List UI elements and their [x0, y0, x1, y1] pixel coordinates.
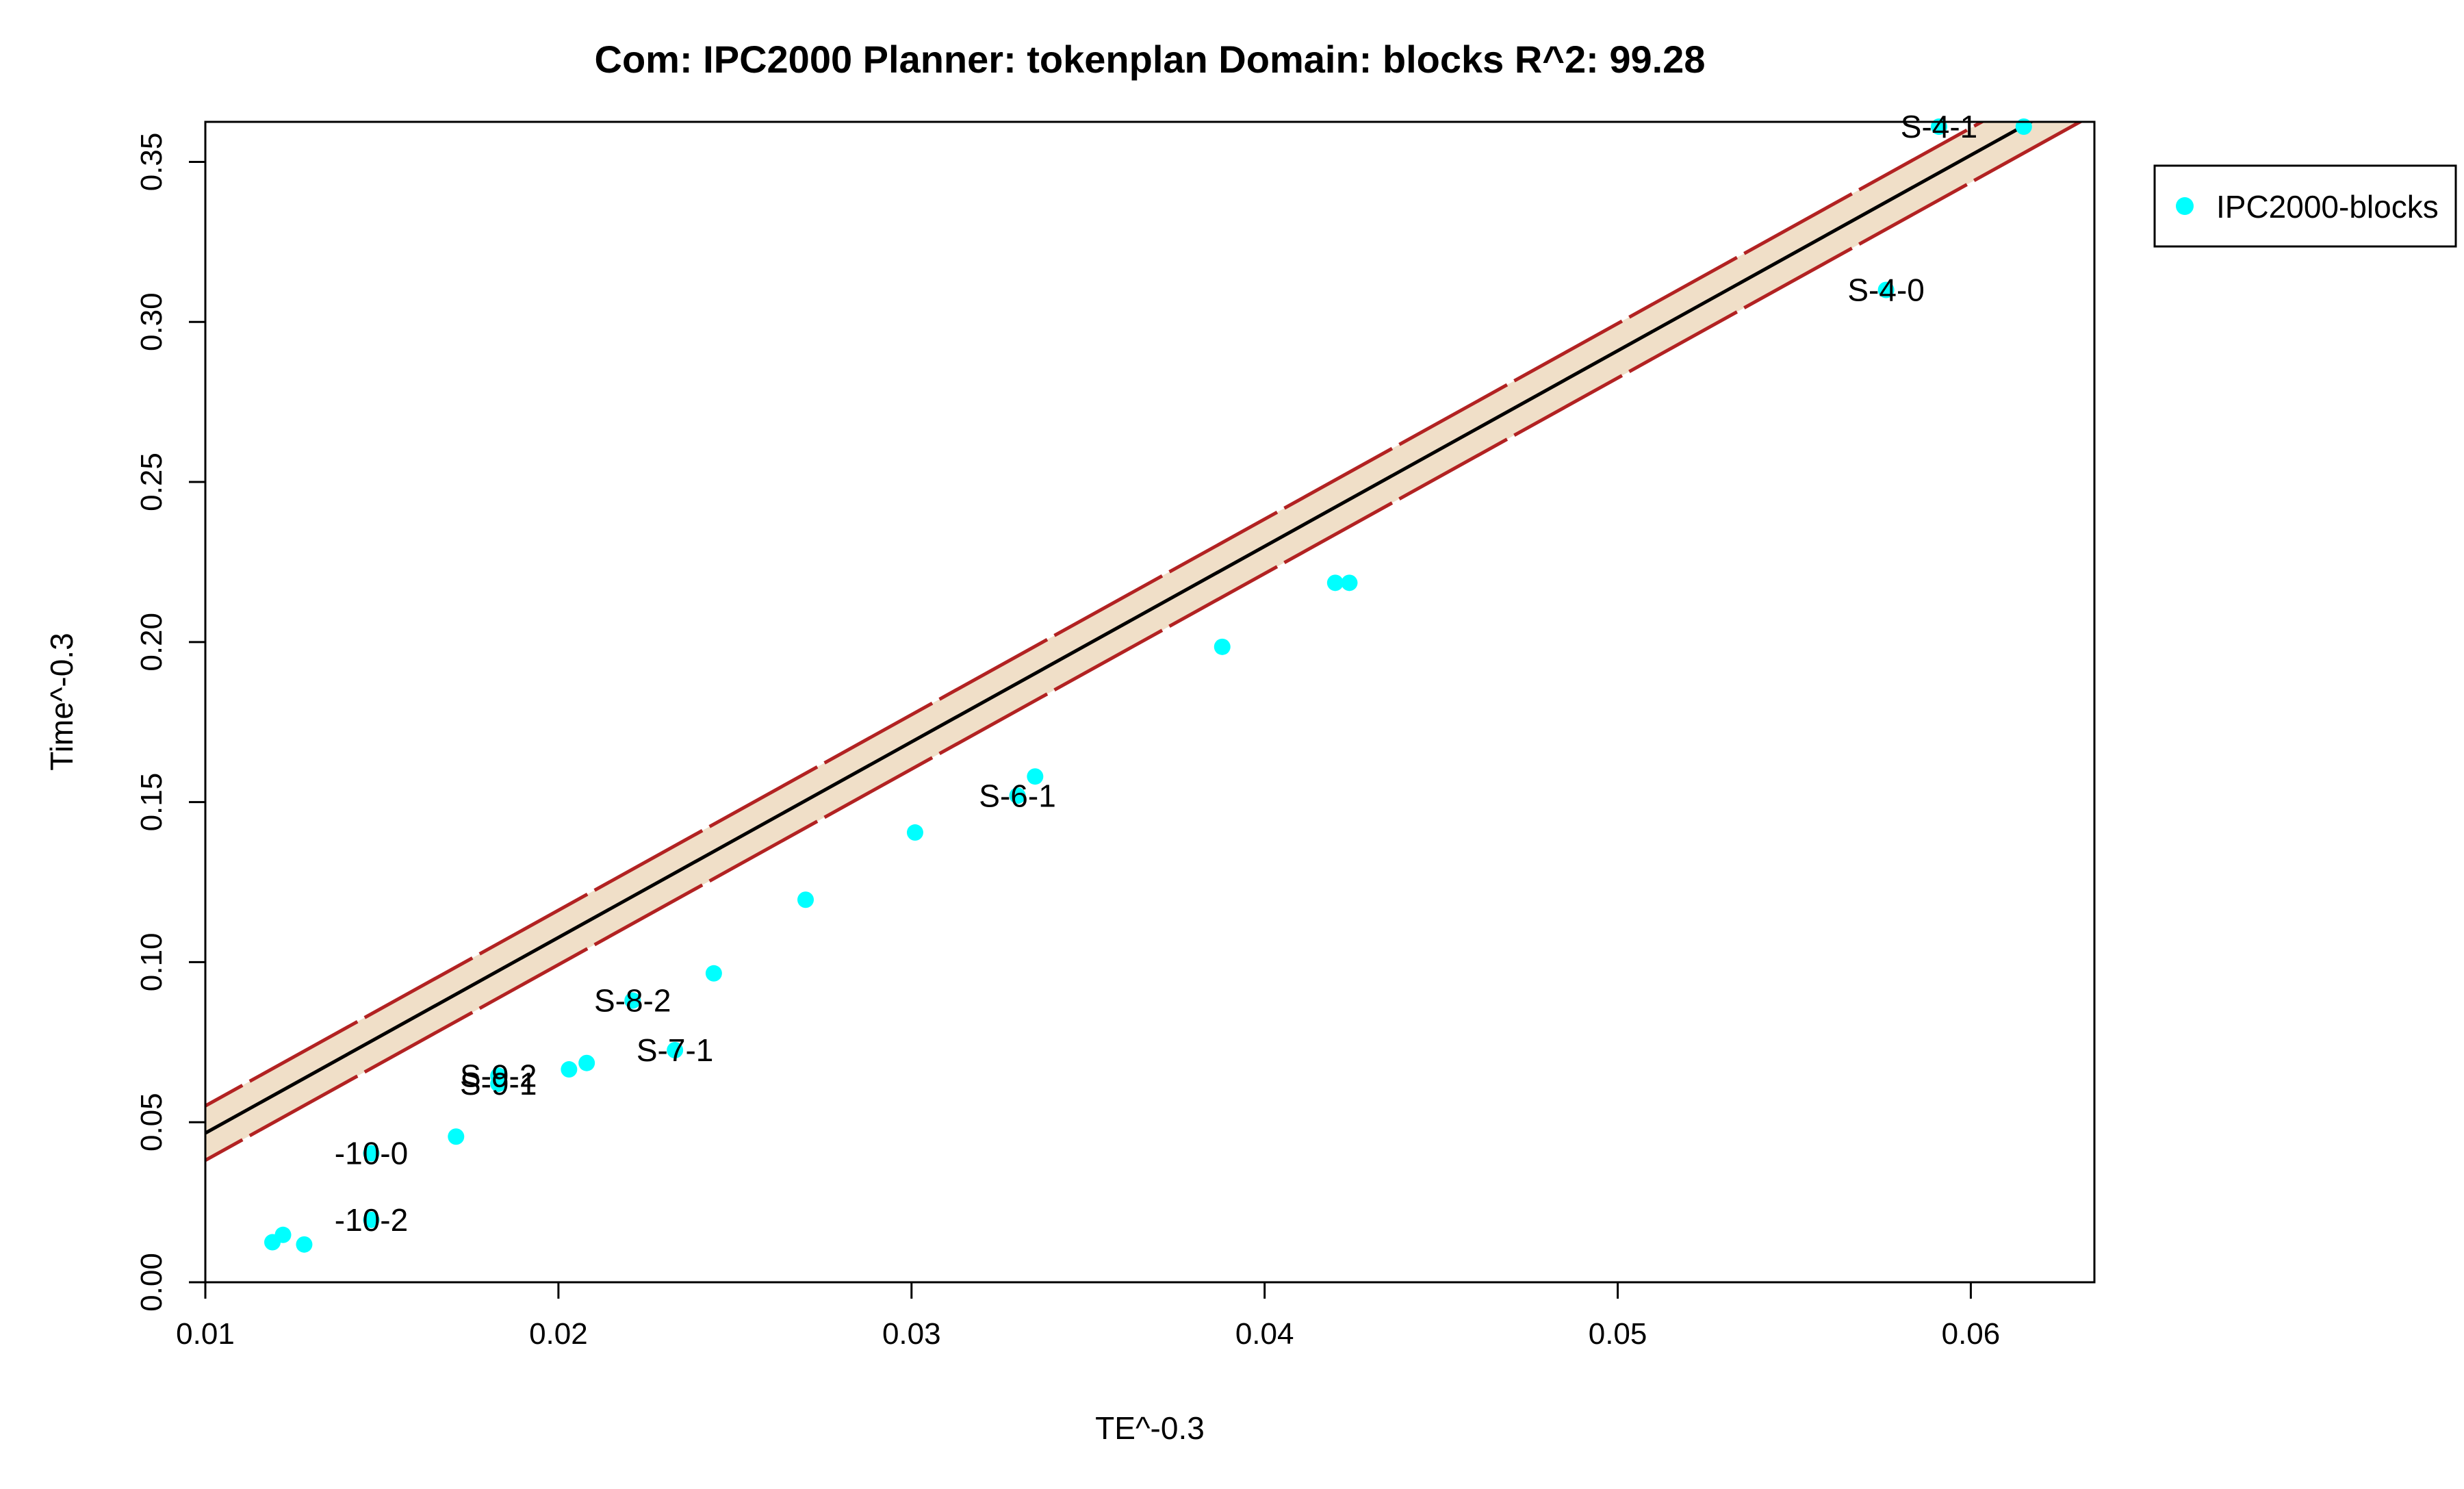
y-tick-label: 0.30	[135, 292, 168, 351]
chart-title: Com: IPC2000 Planner: tokenplan Domain: …	[595, 38, 1706, 81]
point-label: S-9-1	[460, 1066, 537, 1102]
point-label: S-8-2	[594, 983, 671, 1019]
y-tick-label: 0.10	[135, 933, 168, 992]
y-axis-title: Time^-0.3	[44, 633, 79, 770]
point-label: S-4-0	[1847, 272, 1924, 307]
data-points	[264, 118, 2032, 1253]
data-point	[906, 824, 923, 841]
data-point	[578, 1054, 595, 1071]
y-tick-label: 0.25	[135, 453, 168, 511]
data-point	[1341, 574, 1358, 591]
y-tick-label: 0.15	[135, 773, 168, 832]
prediction-band	[205, 122, 2084, 1162]
point-label: -10-0	[335, 1136, 408, 1171]
data-point	[363, 1145, 380, 1162]
point-label: S-9-2	[460, 1058, 537, 1093]
data-point	[1009, 787, 1026, 804]
y-axis: 0.00 0.05 0.10 0.15 0.20 0.25 0.30 0.35	[135, 133, 207, 1312]
data-point	[274, 1226, 292, 1243]
data-point	[561, 1061, 578, 1078]
data-point	[490, 1076, 507, 1093]
x-tick-label: 0.05	[1589, 1317, 1647, 1351]
data-point	[705, 965, 722, 982]
data-point	[667, 1042, 684, 1058]
y-tick-label: 0.20	[135, 613, 168, 672]
x-tick-label: 0.02	[529, 1317, 588, 1351]
legend-marker	[2176, 197, 2194, 215]
data-point	[1326, 574, 1344, 591]
y-tick-label: 0.05	[135, 1093, 168, 1151]
y-tick-label: 0.00	[135, 1253, 168, 1312]
x-axis: 0.01 0.02 0.03 0.04 0.05 0.06	[176, 1281, 2001, 1351]
data-point	[363, 1211, 380, 1228]
x-axis-title: TE^-0.3	[1095, 1410, 1205, 1446]
data-point	[296, 1236, 313, 1253]
fit-line	[205, 122, 2035, 1135]
regression-fit	[205, 122, 2035, 1135]
point-label: -10-2	[335, 1202, 408, 1238]
legend: IPC2000-blocks	[2153, 164, 2457, 248]
point-label: S-4-1	[1901, 109, 1977, 144]
point-labels: -10-0 -10-2 S-9-2S-9-1 S-8-2 S-7-1 S-6-1 S-4-0…	[335, 109, 1977, 1238]
data-point	[448, 1128, 465, 1145]
x-tick-label: 0.03	[882, 1317, 941, 1351]
legend-box	[2153, 164, 2457, 248]
band-lower-line	[205, 122, 2084, 1162]
point-label: S-7-1	[637, 1032, 713, 1068]
x-tick-label: 0.01	[176, 1317, 235, 1351]
data-point	[1877, 281, 1895, 298]
y-tick-label: 0.35	[135, 133, 168, 192]
legend-label: IPC2000-blocks	[2216, 189, 2439, 225]
data-point	[1027, 768, 1044, 785]
x-tick-label: 0.04	[1235, 1317, 1294, 1351]
data-point	[624, 992, 641, 1009]
band-upper-line	[205, 122, 1986, 1108]
data-point	[797, 891, 814, 908]
data-point	[1214, 638, 1231, 655]
x-tick-label: 0.06	[1942, 1317, 2001, 1351]
point-label: S-6-1	[979, 778, 1055, 813]
